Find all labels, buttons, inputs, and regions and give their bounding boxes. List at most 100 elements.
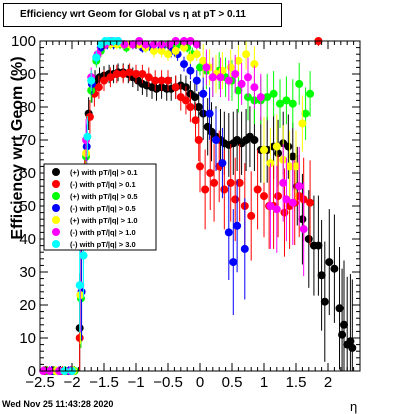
data-point xyxy=(253,185,262,194)
data-point xyxy=(304,235,313,243)
data-point xyxy=(201,185,210,194)
data-point xyxy=(299,225,308,234)
data-point xyxy=(205,109,214,118)
data-point xyxy=(330,264,339,273)
data-point xyxy=(247,211,256,220)
legend-label: (-) with pT/|q| > 0.1 xyxy=(70,180,136,189)
data-point xyxy=(285,162,294,171)
data-point xyxy=(171,83,180,92)
legend-marker xyxy=(52,228,60,236)
data-point xyxy=(192,50,201,59)
y-axis-label: Efficiency wrt Geom (%) xyxy=(9,56,26,240)
x-tick-label: −2 xyxy=(63,374,80,391)
data-point xyxy=(288,198,297,207)
data-point xyxy=(194,103,203,111)
data-point xyxy=(226,63,235,72)
y-tick-label: 0 xyxy=(28,363,36,380)
data-point xyxy=(235,178,244,187)
data-point xyxy=(132,70,140,78)
data-point xyxy=(274,149,283,158)
data-point xyxy=(282,96,291,105)
data-point xyxy=(306,198,315,207)
data-point xyxy=(250,136,259,144)
data-point xyxy=(263,93,272,102)
data-point xyxy=(186,66,195,75)
y-tick-label: 90 xyxy=(19,66,36,83)
data-point xyxy=(186,103,195,111)
legend-label: (-) with pT/|q| > 3.0 xyxy=(70,240,136,249)
data-point xyxy=(220,185,229,194)
legend-marker xyxy=(52,216,60,224)
axis-ticks xyxy=(39,40,361,372)
legend-label: (+) with pT/|q| > 0.1 xyxy=(70,168,138,177)
data-point xyxy=(210,178,219,187)
data-point xyxy=(298,215,307,224)
data-point xyxy=(180,43,188,52)
x-tick-label: −1.5 xyxy=(89,374,119,391)
legend: (+) with pT/|q| > 0.1 (-) with pT/|q| > 0… xyxy=(43,163,157,251)
data-point xyxy=(85,112,94,121)
data-point xyxy=(276,99,284,108)
data-point xyxy=(218,159,227,168)
data-point xyxy=(266,202,275,210)
data-point xyxy=(279,178,288,187)
x-tick-label: 1.5 xyxy=(286,374,307,391)
data-point xyxy=(269,89,278,98)
data-point xyxy=(192,76,201,85)
legend-marker xyxy=(52,240,60,248)
data-point xyxy=(274,192,283,201)
x-tick-label: 0.5 xyxy=(222,374,243,391)
data-point xyxy=(224,76,233,85)
data-point xyxy=(338,330,347,339)
y-tick-label: 50 xyxy=(19,198,36,215)
y-tick-label: 30 xyxy=(19,264,36,281)
data-point xyxy=(119,70,128,78)
x-tick-label: −0.5 xyxy=(153,374,183,391)
data-point xyxy=(320,297,329,306)
x-tick-label: 2 xyxy=(324,374,332,391)
y-tick-label: 70 xyxy=(19,132,36,149)
y-tick-label: 10 xyxy=(19,330,36,347)
data-point xyxy=(144,73,153,82)
y-tick-label: 60 xyxy=(19,165,36,182)
data-point xyxy=(194,136,203,144)
data-point xyxy=(234,56,243,65)
data-point xyxy=(181,96,190,105)
legend-label: (-) with pT/|q| > 0.5 xyxy=(70,204,136,213)
data-markers xyxy=(39,37,357,375)
legend-marker xyxy=(52,168,60,176)
data-point xyxy=(199,89,208,98)
data-point xyxy=(83,132,92,141)
y-tick-label: 100 xyxy=(11,33,36,50)
data-point xyxy=(165,40,174,49)
data-point xyxy=(157,76,166,85)
data-point xyxy=(120,40,129,49)
data-point xyxy=(164,76,172,85)
data-point xyxy=(335,304,344,313)
data-point xyxy=(348,343,357,352)
legend-marker xyxy=(52,204,60,212)
data-point xyxy=(186,53,195,62)
data-point xyxy=(196,162,204,171)
data-point xyxy=(138,70,147,78)
data-point xyxy=(112,70,121,78)
legend-marker xyxy=(52,192,60,200)
data-point xyxy=(250,83,259,92)
data-point xyxy=(234,86,243,95)
data-point xyxy=(75,281,84,290)
data-point xyxy=(75,334,84,342)
data-point xyxy=(301,109,310,118)
x-tick-label: −2.5 xyxy=(25,374,55,391)
data-point xyxy=(314,241,323,250)
data-point xyxy=(106,73,115,82)
data-point xyxy=(280,208,289,217)
data-point xyxy=(224,228,233,237)
data-point xyxy=(242,50,251,59)
data-point xyxy=(151,76,160,85)
y-tick-label: 40 xyxy=(19,231,36,248)
y-tick-label: 80 xyxy=(19,99,36,116)
data-point xyxy=(229,258,238,267)
data-point xyxy=(128,40,137,49)
data-point xyxy=(288,99,297,108)
data-point xyxy=(288,152,297,161)
